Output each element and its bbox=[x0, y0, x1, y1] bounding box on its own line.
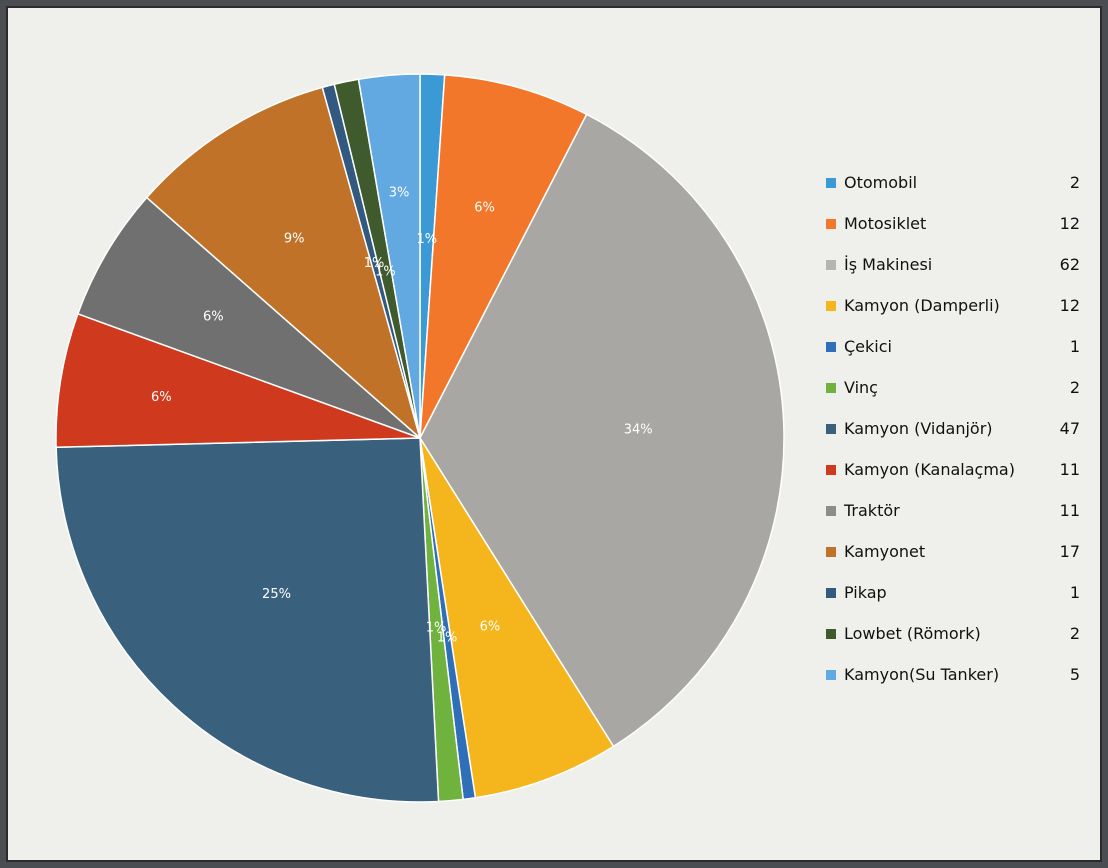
chart-frame: 1% 6% 34% 6% 1% 1% 25% 6% 6% 9% 1% 1% 3% Otomobil 2 Mo… bbox=[6, 6, 1102, 862]
legend-swatch bbox=[826, 260, 836, 270]
legend-value: 1 bbox=[1070, 337, 1080, 356]
legend-value: 1 bbox=[1070, 583, 1080, 602]
pie-slice-i-makinesi bbox=[419, 113, 785, 748]
legend-swatch bbox=[826, 178, 836, 188]
legend-label: Çekici bbox=[844, 337, 892, 356]
data-label: 1% bbox=[416, 232, 437, 247]
data-label: 6% bbox=[203, 310, 224, 325]
legend-label: Traktör bbox=[843, 501, 900, 520]
pie-data-labels: 1%6%34%6%1%1%25%6%6%9%1%1%3% bbox=[151, 185, 653, 645]
data-label: 9% bbox=[284, 232, 305, 247]
data-label: 6% bbox=[480, 620, 501, 635]
pie-slice-kamyon-kanala-ma bbox=[55, 312, 421, 449]
legend-swatch bbox=[826, 219, 836, 229]
legend-value: 12 bbox=[1060, 296, 1080, 315]
legend-value: 11 bbox=[1060, 460, 1080, 479]
legend-swatch bbox=[826, 547, 836, 557]
data-label: 1% bbox=[364, 256, 385, 271]
legend-label: Motosiklet bbox=[844, 214, 926, 233]
pie-slice-kamyonet bbox=[145, 86, 422, 441]
data-label: 6% bbox=[474, 201, 495, 216]
legend-swatch bbox=[826, 670, 836, 680]
legend-swatch bbox=[826, 301, 836, 311]
legend-swatch bbox=[826, 506, 836, 516]
pie-slice-kamyon-su-tanker bbox=[357, 73, 421, 439]
pie-slice-kamyon-vidanj-r bbox=[55, 437, 440, 803]
legend-label: Vinç bbox=[844, 378, 878, 397]
legend-label: Kamyon (Vidanjör) bbox=[844, 419, 993, 438]
legend-label: Kamyonet bbox=[844, 542, 925, 561]
data-label: 3% bbox=[389, 185, 410, 200]
pie-slice-trakt-r bbox=[76, 196, 421, 439]
legend-swatch bbox=[826, 629, 836, 639]
legend-swatch bbox=[826, 465, 836, 475]
legend-swatch bbox=[826, 588, 836, 598]
data-label: 1% bbox=[426, 621, 447, 636]
legend-value: 47 bbox=[1060, 419, 1080, 438]
legend-value: 12 bbox=[1060, 214, 1080, 233]
pie-slices bbox=[55, 73, 785, 803]
legend-label: Lowbet (Römork) bbox=[844, 624, 981, 643]
legend-value: 11 bbox=[1060, 501, 1080, 520]
legend-value: 2 bbox=[1070, 173, 1080, 192]
legend-label: Pikap bbox=[844, 583, 887, 602]
legend-label: Kamyon (Kanalaçma) bbox=[844, 460, 1015, 479]
data-label: 6% bbox=[151, 390, 172, 405]
legend-value: 2 bbox=[1070, 624, 1080, 643]
legend-swatch bbox=[826, 383, 836, 393]
data-label: 1% bbox=[437, 630, 458, 645]
data-label: 25% bbox=[262, 587, 291, 602]
legend-value: 2 bbox=[1070, 378, 1080, 397]
legend-label: Kamyon(Su Tanker) bbox=[844, 665, 999, 684]
pie-chart: 1%6%34%6%1%1%25%6%6%9%1%1%3% Otomobil 2Mo… bbox=[55, 73, 1080, 803]
data-label: 34% bbox=[624, 423, 653, 438]
legend-swatch bbox=[826, 342, 836, 352]
legend-label: Kamyon (Damperli) bbox=[844, 296, 1000, 315]
data-label: 1% bbox=[375, 265, 396, 280]
legend-label: İş Makinesi bbox=[844, 255, 932, 274]
legend-value: 62 bbox=[1060, 255, 1080, 274]
legend-value: 5 bbox=[1070, 665, 1080, 684]
pie-slice-motosiklet bbox=[419, 74, 588, 439]
legend-swatch bbox=[826, 424, 836, 434]
legend-label: Otomobil bbox=[844, 173, 917, 192]
pie-slice-kamyon-damperli bbox=[419, 437, 615, 799]
legend-value: 17 bbox=[1060, 542, 1080, 561]
